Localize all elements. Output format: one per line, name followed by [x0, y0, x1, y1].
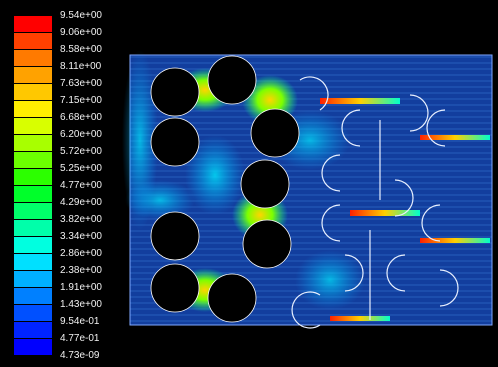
legend-swatch — [14, 118, 52, 134]
legend-label: 6.68e+00 — [60, 112, 102, 123]
jet-streak — [320, 98, 400, 104]
legend-label: 4.29e+00 — [60, 197, 102, 208]
legend-swatch — [14, 237, 52, 253]
legend-swatch — [14, 16, 52, 32]
legend-swatch — [14, 33, 52, 49]
legend-swatch — [14, 152, 52, 168]
cylinder — [240, 159, 290, 209]
cylinder — [250, 108, 300, 158]
legend-swatch — [14, 169, 52, 185]
cylinder — [150, 211, 200, 261]
cylinder — [207, 55, 257, 105]
legend-label: 2.38e+00 — [60, 265, 102, 276]
baffle — [439, 269, 459, 307]
jet-streak — [420, 135, 490, 140]
jet-streak — [350, 210, 420, 216]
jet-streak — [330, 316, 390, 321]
baffle — [421, 204, 441, 242]
color-legend: 9.54e+00 9.06e+00 8.58e+00 8.11e+00 7.63e+00… — [8, 10, 123, 362]
legend-swatch — [14, 254, 52, 270]
legend-label: 3.82e+00 — [60, 214, 102, 225]
legend-swatch — [14, 288, 52, 304]
legend-label: 1.91e+00 — [60, 282, 102, 293]
baffle — [321, 154, 341, 192]
baffle — [321, 204, 341, 242]
legend-swatch — [14, 84, 52, 100]
legend-swatch — [14, 305, 52, 321]
baffle — [344, 254, 364, 292]
baffle — [386, 254, 406, 292]
legend-label: 2.86e+00 — [60, 248, 102, 259]
baffle — [299, 76, 329, 111]
baffle — [426, 109, 446, 147]
velocity-zone — [295, 250, 365, 310]
baffle — [409, 94, 429, 132]
legend-label: 9.54e+00 — [60, 10, 102, 21]
legend-label: 7.63e+00 — [60, 78, 102, 89]
legend-swatch — [14, 67, 52, 83]
legend-swatch — [14, 322, 52, 338]
legend-swatch — [14, 186, 52, 202]
legend-label: 1.43e+00 — [60, 299, 102, 310]
legend-swatch — [14, 271, 52, 287]
legend-label: 7.15e+00 — [60, 95, 102, 106]
legend-swatch — [14, 101, 52, 117]
legend-swatch — [14, 220, 52, 236]
legend-label: 8.58e+00 — [60, 44, 102, 55]
legend-label: 3.34e+00 — [60, 231, 102, 242]
cylinder — [150, 117, 200, 167]
legend-label: 6.20e+00 — [60, 129, 102, 140]
baffle — [291, 291, 321, 329]
cylinder — [207, 273, 257, 323]
legend-label: 9.54e-01 — [60, 316, 100, 327]
legend-swatch — [14, 135, 52, 151]
velocity-zone — [185, 135, 245, 215]
cylinder — [150, 67, 200, 117]
legend-label: 5.72e+00 — [60, 146, 102, 157]
legend-label: 9.06e+00 — [60, 27, 102, 38]
legend-label: 8.11e+00 — [60, 61, 102, 72]
legend-label: 5.25e+00 — [60, 163, 102, 174]
legend-swatch — [14, 203, 52, 219]
legend-swatch — [14, 50, 52, 66]
legend-label: 4.73e-09 — [60, 350, 100, 361]
legend-label: 4.77e+00 — [60, 180, 102, 191]
velocity-zone — [125, 180, 195, 220]
legend-swatch — [14, 339, 52, 355]
legend-label: 4.77e-01 — [60, 333, 100, 344]
cylinder — [242, 219, 292, 269]
jet-streak — [420, 238, 490, 243]
baffle — [394, 179, 414, 217]
baffle — [341, 109, 361, 147]
cylinder — [150, 263, 200, 313]
